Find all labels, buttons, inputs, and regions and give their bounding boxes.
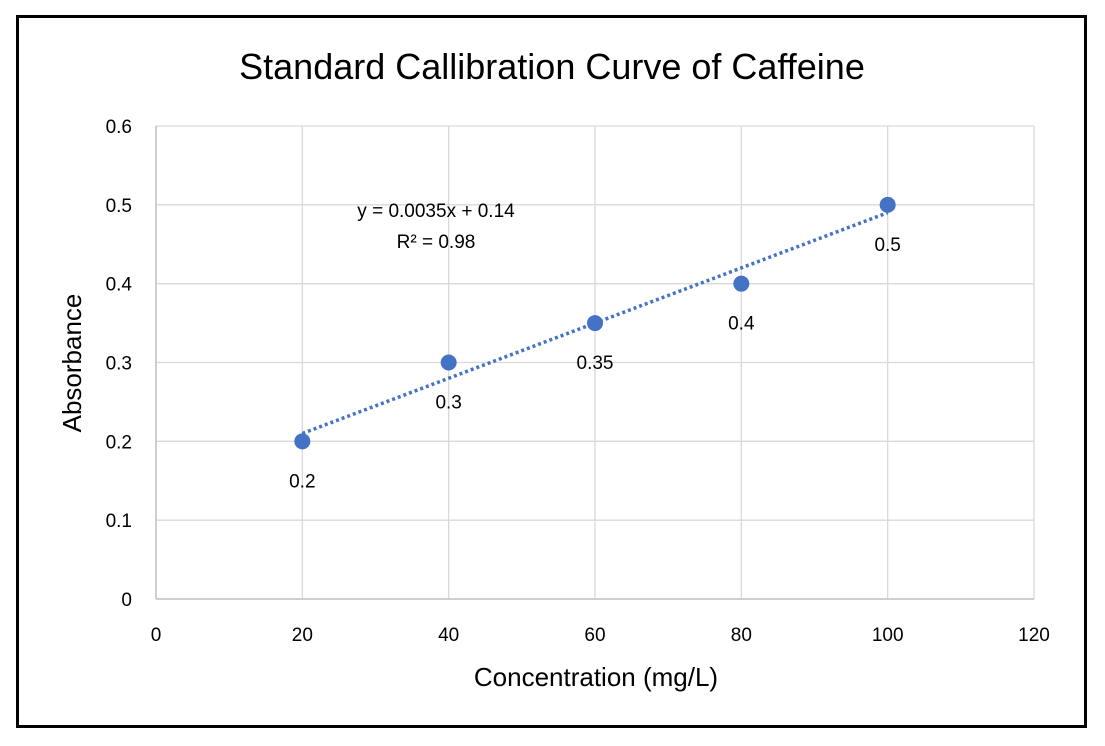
- chart-frame: [16, 15, 1087, 728]
- x-tick-label: 120: [1018, 625, 1050, 646]
- data-points: [294, 196, 896, 450]
- data-point: [294, 433, 311, 450]
- data-point: [440, 354, 457, 371]
- y-tick-label: 0.2: [106, 432, 132, 453]
- y-tick-label: 0.6: [106, 117, 132, 138]
- y-axis-title: Absorbance: [57, 294, 87, 433]
- data-point: [733, 275, 750, 292]
- y-tick-label: 0.1: [106, 511, 132, 532]
- data-label: 0.4: [728, 314, 755, 335]
- y-tick-label: 0.3: [106, 354, 132, 375]
- data-label: 0.35: [577, 353, 614, 374]
- trendline-equation-label: y = 0.0035x + 0.14: [357, 201, 515, 222]
- chart-title: Standard Callibration Curve of Caffeine: [239, 46, 865, 87]
- y-tick-label: 0: [121, 590, 132, 611]
- data-label: 0.3: [435, 393, 461, 414]
- data-label: 0.5: [874, 235, 900, 256]
- axis-lines: [155, 126, 1034, 600]
- x-tick-label: 60: [584, 625, 605, 646]
- x-axis-title: Concentration (mg/L): [474, 662, 718, 692]
- x-tick-labels: 0 20 40 60 80 100 120: [151, 625, 1050, 646]
- y-tick-labels: 0 0.1 0.2 0.3 0.4 0.5 0.6: [106, 117, 133, 611]
- x-tick-label: 100: [872, 625, 904, 646]
- y-tick-label: 0.4: [106, 275, 133, 296]
- data-label: 0.2: [289, 471, 315, 492]
- data-point: [879, 196, 896, 213]
- trendline-r2-label: R² = 0.98: [397, 232, 476, 253]
- x-tick-label: 80: [731, 625, 752, 646]
- x-tick-label: 0: [151, 625, 162, 646]
- data-point: [587, 315, 603, 332]
- x-tick-label: 20: [292, 625, 313, 646]
- data-labels: 0.2 0.3 0.35 0.4 0.5: [289, 235, 901, 493]
- y-tick-label: 0.5: [106, 196, 132, 217]
- x-tick-label: 40: [438, 625, 459, 646]
